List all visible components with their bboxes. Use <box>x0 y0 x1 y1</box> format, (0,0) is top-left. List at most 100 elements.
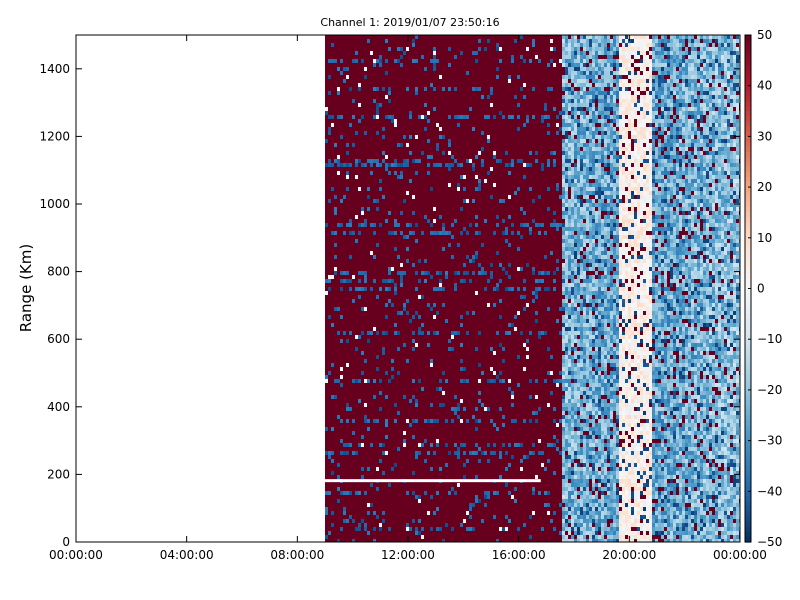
colorbar-segment <box>745 187 751 193</box>
colorbar-tick-label: 0 <box>757 282 765 296</box>
colorbar-segment <box>745 247 751 254</box>
colorbar-segment <box>745 273 751 279</box>
colorbar-segment <box>745 80 751 87</box>
colorbar-segment <box>745 521 751 528</box>
x-tick-label: 04:00:00 <box>160 548 214 562</box>
colorbar-segment <box>745 298 751 305</box>
colorbar-segment <box>745 283 751 290</box>
x-tick-label: 12:00:00 <box>381 548 435 562</box>
colorbar-segment <box>745 334 751 340</box>
colorbar-segment <box>745 212 751 219</box>
colorbar-segment <box>745 491 751 497</box>
colorbar-segment <box>745 313 751 320</box>
colorbar-segment <box>745 111 751 117</box>
colorbar-segment <box>745 501 751 508</box>
colorbar-segment <box>745 121 751 127</box>
x-tick-label: 00:00:00 <box>713 548 767 562</box>
colorbar-segment <box>745 35 751 41</box>
colorbar-segment <box>745 166 751 173</box>
colorbar-segment <box>745 75 751 82</box>
colorbar-segment <box>745 420 751 426</box>
y-tick-label: 800 <box>47 265 70 279</box>
colorbar-segment <box>745 476 751 482</box>
colorbar-segment <box>745 460 751 467</box>
colorbar-tick-label: −40 <box>757 484 782 498</box>
colorbar-segment <box>745 146 751 153</box>
colorbar-segment <box>745 258 751 264</box>
colorbar-segment <box>745 516 751 523</box>
colorbar-segment <box>745 359 751 366</box>
colorbar-segment <box>745 227 751 234</box>
colorbar-segment <box>745 400 751 406</box>
colorbar-segment <box>745 95 751 102</box>
colorbar-segment <box>745 526 751 533</box>
colorbar-segment <box>745 308 751 315</box>
colorbar-segment <box>745 151 751 158</box>
colorbar-segment <box>745 481 751 487</box>
chart-title: Channel 1: 2019/01/07 23:50:16 <box>320 16 499 29</box>
y-tick-label: 400 <box>47 400 70 414</box>
colorbar-segment <box>745 339 751 345</box>
colorbar-segment <box>745 394 751 401</box>
axis-ticks: 0 200 400 600 800 1000 1200 1400 00:00:00 04:00:0… <box>39 35 767 562</box>
colorbar-segment <box>745 329 751 335</box>
colorbar-segment <box>745 222 751 229</box>
colorbar-segment <box>745 430 751 437</box>
colorbar-segment <box>745 131 751 137</box>
colorbar-segment <box>745 141 751 148</box>
colorbar-segment <box>745 268 751 274</box>
colorbar-segment <box>745 293 751 300</box>
colorbar-segment <box>745 445 751 452</box>
y-tick-label: 200 <box>47 467 70 481</box>
colorbar-segment <box>745 531 751 538</box>
heatmap-layer <box>325 35 740 542</box>
colorbar-segment <box>745 435 751 442</box>
colorbar-segment <box>745 237 751 244</box>
x-tick-label: 20:00:00 <box>602 548 656 562</box>
colorbar-segment <box>745 455 751 462</box>
colorbar-segment <box>745 232 751 239</box>
colorbar-tick-label: −10 <box>757 332 782 346</box>
colorbar-segment <box>745 318 751 325</box>
colorbar-segment <box>745 207 751 214</box>
colorbar-tick-label: −30 <box>757 434 782 448</box>
colorbar-segment <box>745 511 751 518</box>
colorbar-segment <box>745 303 751 310</box>
colorbar-segment <box>745 410 751 416</box>
colorbar-segment <box>745 40 751 46</box>
colorbar-segment <box>745 369 751 376</box>
colorbar-segment <box>745 379 751 386</box>
y-tick-label: 1000 <box>39 197 70 211</box>
colorbar-segment <box>745 344 751 350</box>
colorbar-segment <box>745 116 751 122</box>
colorbar-segment <box>745 486 751 492</box>
colorbar-segment <box>745 354 751 361</box>
colorbar-segment <box>745 389 751 396</box>
y-tick-label: 1200 <box>39 129 70 143</box>
colorbar-segment <box>745 496 751 503</box>
colorbar-segment <box>745 278 751 285</box>
colorbar-segment <box>745 450 751 457</box>
colorbar: 50 40 30 20 10 0 −10 −20 −30 −40 −50 <box>744 28 782 549</box>
colorbar-segment <box>745 100 751 107</box>
colorbar-segment <box>745 415 751 421</box>
colorbar-segment <box>745 85 751 92</box>
colorbar-tick-label: 10 <box>757 231 772 245</box>
colorbar-segment <box>745 405 751 411</box>
colorbar-segment <box>745 217 751 224</box>
y-axis-label: Range (Km) <box>17 244 35 332</box>
x-tick-label: 16:00:00 <box>492 548 546 562</box>
colorbar-segment <box>745 425 751 432</box>
colorbar-segment <box>745 105 751 112</box>
colorbar-segment <box>745 197 751 203</box>
colorbar-segment <box>745 364 751 371</box>
colorbar-tick-label: −20 <box>757 383 782 397</box>
colorbar-segment <box>745 192 751 198</box>
colorbar-segment <box>745 161 751 168</box>
colorbar-segment <box>745 50 751 56</box>
colorbar-segment <box>745 384 751 391</box>
colorbar-segment <box>745 253 751 259</box>
colorbar-tick-label: 30 <box>757 129 772 143</box>
colorbar-segment <box>745 136 751 143</box>
colorbar-segment <box>745 374 751 381</box>
